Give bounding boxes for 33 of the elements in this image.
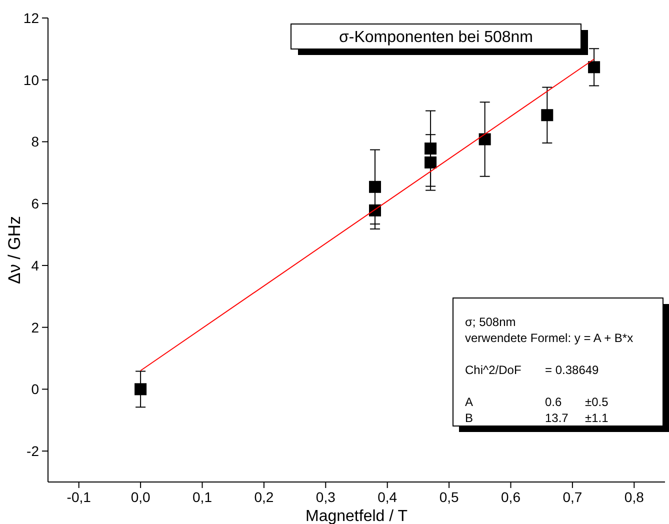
annotation: σ; 508nm (465, 315, 516, 329)
y-tick-label: 4 (31, 257, 40, 274)
point (478, 133, 491, 146)
x-tick-label: 0,3 (316, 489, 336, 505)
point (424, 156, 437, 168)
y-tick-label: 2 (31, 319, 40, 336)
point (424, 142, 437, 155)
x-tick-label: 0,4 (378, 489, 398, 505)
y-axis-title: Δν / GHz (5, 216, 24, 284)
y-tick-label: 12 (23, 10, 40, 26)
x-tick-label: 0,8 (624, 489, 644, 505)
point (588, 61, 600, 74)
x-tick-label: 0,6 (501, 489, 521, 505)
text: A 0.6 ±0.5 (465, 395, 608, 409)
x-axis-title: Magnetfeld / T (306, 508, 408, 524)
x-tick-label: 0,5 (439, 489, 459, 505)
x-tick-label: 0,7 (562, 489, 582, 505)
text: σ-Komponenten bei 508nm (339, 29, 533, 46)
x-tick-label: 0,0 (130, 489, 150, 505)
point (369, 180, 382, 193)
text: Chi^2/DoF = 0.38649 (465, 363, 599, 377)
annotation: verwendete Formel: y = A + B*x (465, 331, 634, 345)
x-tick-label: 0,1 (192, 489, 212, 505)
x-tick-label: -0,1 (66, 489, 92, 505)
x-tick-label: 0,2 (254, 489, 274, 505)
y-tick-label: 6 (31, 196, 40, 212)
y-tick-label: 0 (31, 381, 40, 398)
y-tick-label: -2 (26, 443, 40, 460)
point (541, 109, 554, 122)
y-tick-label: 10 (23, 72, 40, 88)
point (134, 383, 147, 396)
y-tick-label: 8 (31, 134, 40, 150)
text: B 13.7 ±1.1 (465, 411, 608, 425)
